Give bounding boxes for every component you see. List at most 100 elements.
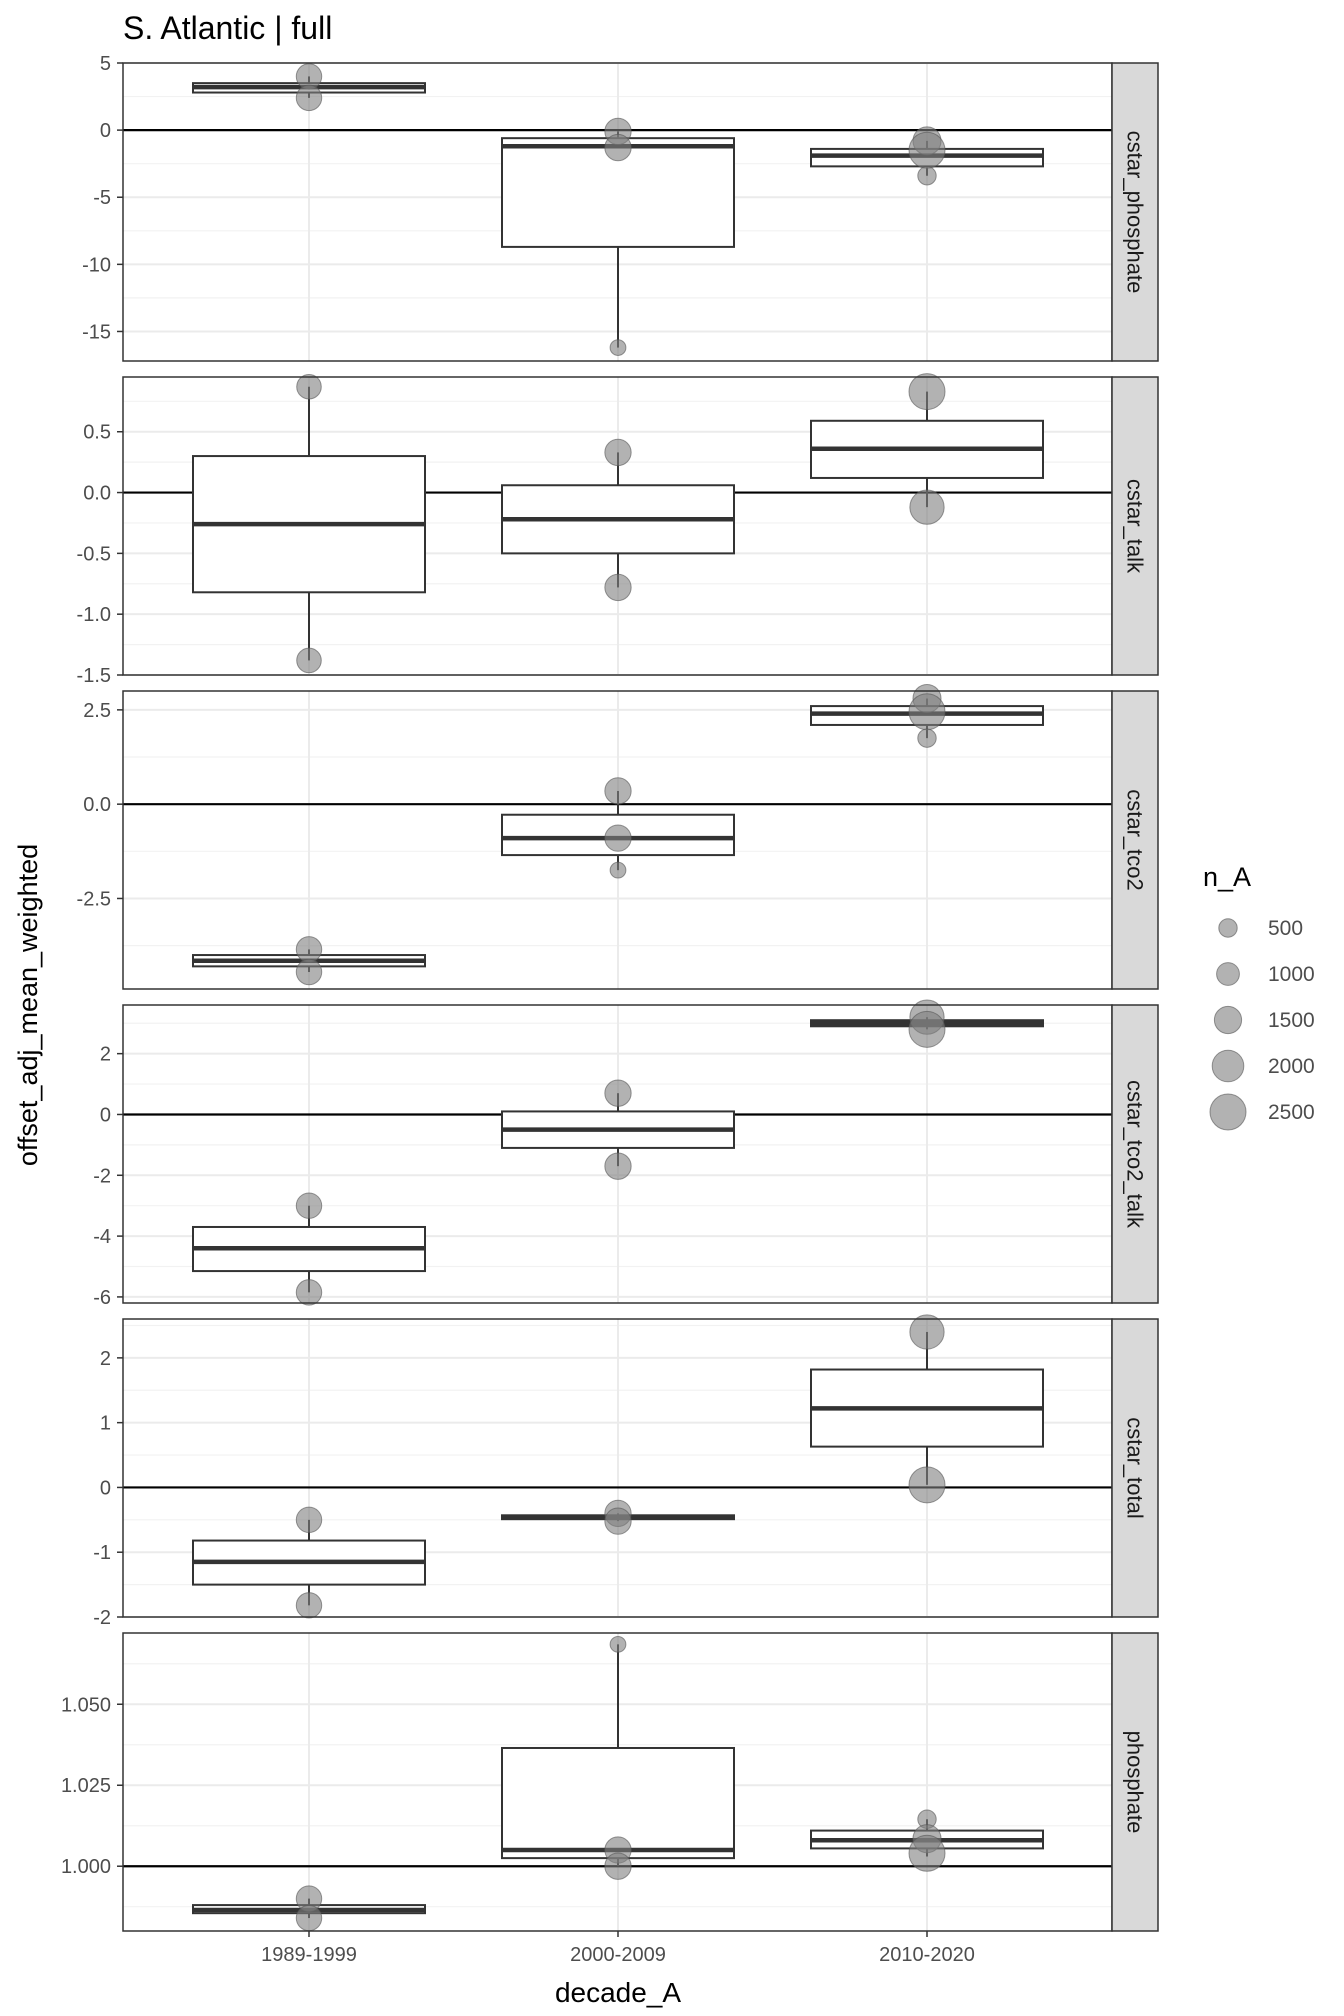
panel-cstar_tco2_talk: 2 0 -2 -4 -6 cstar_tco2_talk bbox=[93, 999, 1159, 1309]
y-tick-label: 5 bbox=[100, 53, 111, 75]
data-point bbox=[295, 84, 323, 112]
strip-background bbox=[1111, 376, 1159, 676]
data-point bbox=[917, 728, 937, 748]
data-point bbox=[908, 373, 946, 411]
y-tick-label: -4 bbox=[93, 1226, 111, 1248]
y-tick-label: 1 bbox=[100, 1413, 111, 1435]
data-point bbox=[295, 1904, 323, 1932]
y-tick-label: -2 bbox=[93, 1607, 111, 1629]
y-tick-label: -1.5 bbox=[77, 665, 111, 687]
data-point bbox=[604, 1079, 632, 1107]
legend-title: n_A bbox=[1203, 862, 1251, 892]
strip-label: cstar_total bbox=[1123, 1417, 1148, 1519]
y-tick-label: -2 bbox=[93, 1165, 111, 1187]
strip-label: cstar_tco2 bbox=[1123, 789, 1148, 891]
y-tick-label: -5 bbox=[93, 187, 111, 209]
data-point bbox=[908, 693, 946, 731]
data-point bbox=[295, 936, 323, 963]
data-point bbox=[917, 166, 937, 186]
box-2000-2009 bbox=[501, 1093, 735, 1167]
x-tick-label: 1989-1999 bbox=[261, 1944, 357, 1966]
legend-key bbox=[1216, 962, 1240, 986]
strip-background bbox=[1111, 1004, 1159, 1304]
data-point bbox=[295, 1592, 323, 1619]
strip-label: phosphate bbox=[1123, 1731, 1148, 1834]
data-point bbox=[604, 1152, 632, 1180]
box-2010-2020 bbox=[810, 1331, 1044, 1485]
data-point bbox=[908, 1466, 946, 1504]
strip-background bbox=[1111, 1318, 1159, 1618]
data-point bbox=[908, 1010, 946, 1048]
y-tick-label: 1.050 bbox=[61, 1694, 111, 1716]
data-point bbox=[604, 777, 632, 805]
chart-title: S. Atlantic | full bbox=[123, 10, 332, 46]
y-tick-label: 1.000 bbox=[61, 1856, 111, 1878]
data-point bbox=[604, 133, 632, 162]
data-point bbox=[295, 958, 323, 986]
legend-label: 2500 bbox=[1268, 1101, 1315, 1124]
data-point bbox=[604, 438, 632, 467]
y-tick-label: 2 bbox=[100, 1348, 111, 1370]
strip-label: cstar_tco2_talk bbox=[1123, 1080, 1148, 1229]
legend-key bbox=[1213, 1005, 1243, 1035]
strip-background bbox=[1111, 690, 1159, 990]
panel-cstar_talk: 0.5 0.0 -0.5 -1.0 -1.5 cstar_talk bbox=[77, 373, 1159, 687]
x-axis-title: decade_A bbox=[555, 1977, 681, 2008]
box-2000-2009 bbox=[501, 452, 735, 588]
y-tick-label: 0 bbox=[100, 120, 111, 142]
legend-key bbox=[1211, 1049, 1245, 1083]
strip-background bbox=[1111, 1632, 1159, 1932]
strip-background bbox=[1111, 62, 1159, 362]
legend-label: 1500 bbox=[1268, 1009, 1315, 1032]
y-tick-label: -1.0 bbox=[77, 604, 111, 626]
data-point bbox=[609, 1635, 627, 1653]
data-point bbox=[295, 1279, 323, 1306]
panel-cstar_phosphate: 5 0 -5 -10 -15 cstar_phosphate bbox=[82, 53, 1159, 362]
panel-cstar_tco2: 2.5 0.0 -2.5 cstar_tco2 bbox=[77, 684, 1159, 990]
y-tick-label: 0.5 bbox=[83, 422, 111, 444]
y-tick-label: -2.5 bbox=[77, 888, 111, 910]
panels: 50-5-10-15cstar_phosphate0.50.0-0.5-1.0-… bbox=[61, 53, 1159, 1966]
data-point bbox=[609, 339, 627, 356]
y-tick-label: 0.0 bbox=[83, 794, 111, 816]
data-point bbox=[909, 1314, 945, 1350]
y-tick-label: -6 bbox=[93, 1287, 111, 1309]
legend-label: 500 bbox=[1268, 917, 1303, 940]
data-point bbox=[295, 1192, 323, 1219]
x-tick-label: 2010-2020 bbox=[879, 1944, 975, 1966]
y-tick-label: -0.5 bbox=[77, 543, 111, 565]
legend-label: 2000 bbox=[1268, 1055, 1315, 1078]
data-point bbox=[604, 824, 632, 852]
data-point bbox=[908, 131, 946, 169]
legend-key bbox=[1218, 918, 1238, 938]
data-point bbox=[604, 573, 632, 602]
data-point bbox=[296, 647, 322, 674]
y-axis-title: offset_adj_mean_weighted bbox=[13, 844, 43, 1166]
panel-phosphate: 1.050 1.025 1.000 phosphate bbox=[61, 1632, 1159, 1932]
data-point bbox=[604, 1852, 632, 1880]
y-tick-label: 2.5 bbox=[83, 700, 111, 722]
data-point bbox=[908, 1834, 946, 1872]
strip-label: cstar_talk bbox=[1123, 479, 1148, 574]
y-tick-label: 0 bbox=[100, 1104, 111, 1126]
data-point bbox=[609, 861, 627, 879]
box-1989-1999 bbox=[192, 386, 426, 661]
box-1989-1999 bbox=[192, 1205, 426, 1293]
y-tick-label: 0 bbox=[100, 1477, 111, 1499]
y-tick-label: -15 bbox=[82, 321, 111, 343]
y-tick-label: 0.0 bbox=[83, 483, 111, 505]
y-tick-label: -10 bbox=[82, 254, 111, 276]
legend-key bbox=[1209, 1093, 1247, 1131]
data-point bbox=[604, 1507, 632, 1535]
legend-label: 1000 bbox=[1268, 963, 1315, 986]
box-2010-2020 bbox=[810, 391, 1044, 508]
panel-cstar_total: 2 1 0 -1 -2 cstar_total bbox=[93, 1314, 1159, 1629]
y-tick-label: 2 bbox=[100, 1044, 111, 1066]
y-tick-label: 1.025 bbox=[61, 1775, 111, 1797]
data-point bbox=[296, 373, 322, 400]
x-tick-label: 2000-2009 bbox=[570, 1944, 666, 1966]
legend: n_A 500 1000 1500 2000 2500 bbox=[1203, 862, 1315, 1131]
y-tick-label: -1 bbox=[93, 1542, 111, 1564]
data-point bbox=[909, 489, 945, 525]
